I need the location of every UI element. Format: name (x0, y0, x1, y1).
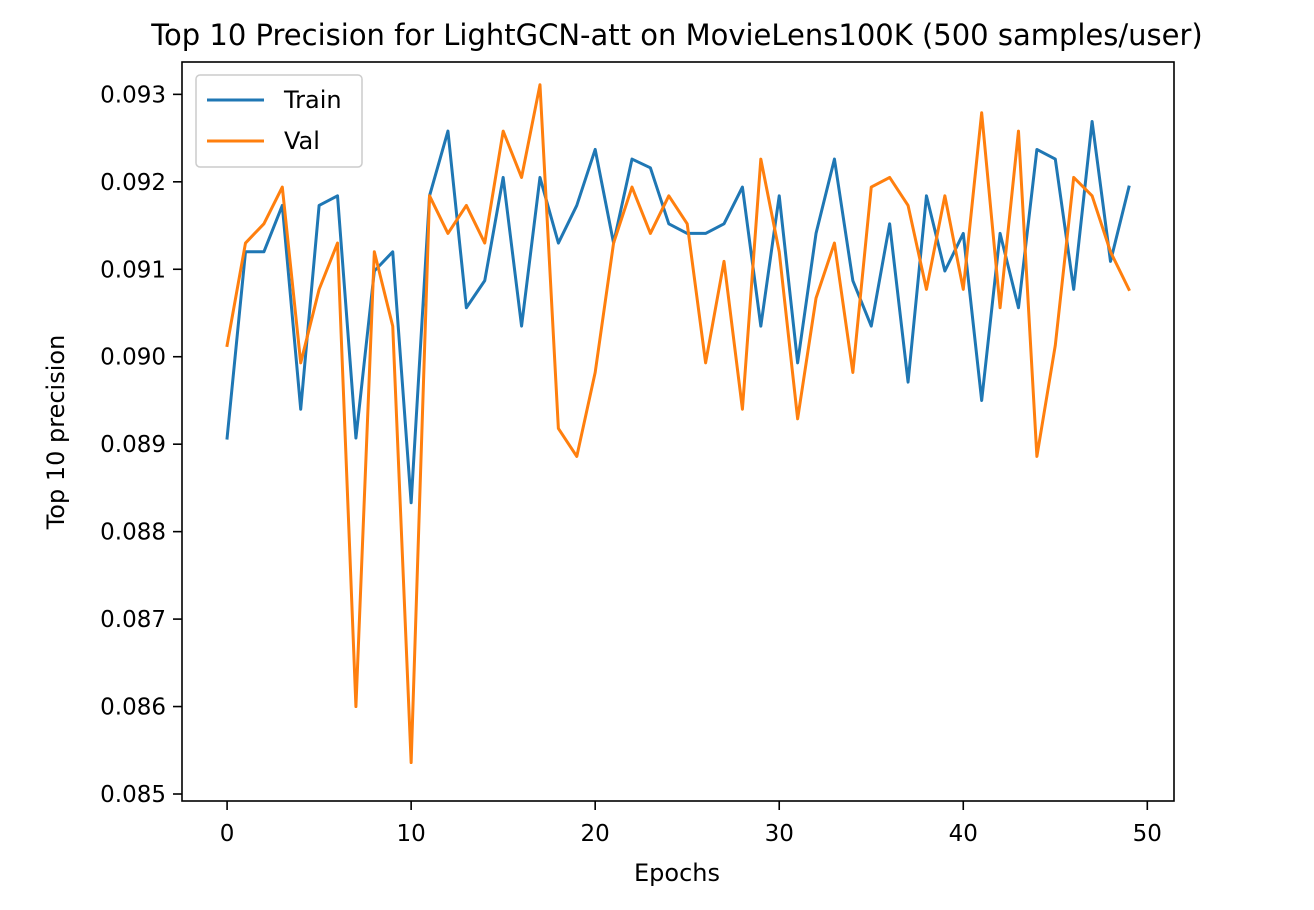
y-tick-label: 0.093 (100, 82, 166, 108)
legend: Train Val (195, 74, 363, 168)
legend-frame (195, 74, 363, 168)
y-tick-label: 0.087 (100, 607, 166, 633)
series-line-train (225, 119, 1131, 505)
y-tick-label: 0.090 (100, 345, 166, 371)
x-tick-label: 30 (765, 821, 794, 847)
x-tick-label: 0 (220, 821, 235, 847)
y-tick-label: 0.092 (100, 170, 166, 196)
legend-train-label: Train (283, 86, 342, 114)
plot-area: 0 10 20 30 40 50 0.085 0.086 0.087 0.088 0.089 0.09… (100, 61, 1175, 847)
chart-title: Top 10 Precision for LightGCN-att on Mov… (150, 18, 1202, 52)
y-tick-label: 0.091 (100, 257, 166, 283)
series-line-val (225, 83, 1131, 765)
y-tick-label: 0.086 (100, 695, 166, 721)
y-tick-label: 0.089 (100, 432, 166, 458)
legend-val-label: Val (284, 127, 320, 155)
x-tick-label: 10 (396, 821, 425, 847)
axes-frame (181, 61, 1175, 802)
y-axis-label: Top 10 precision (42, 335, 70, 531)
y-tick-label: 0.088 (100, 520, 166, 546)
x-axis-label: Epochs (634, 859, 720, 887)
x-tick-label: 20 (581, 821, 610, 847)
y-tick-label: 0.085 (100, 782, 166, 808)
x-tick-label: 40 (949, 821, 978, 847)
x-tick-label: 50 (1133, 821, 1162, 847)
